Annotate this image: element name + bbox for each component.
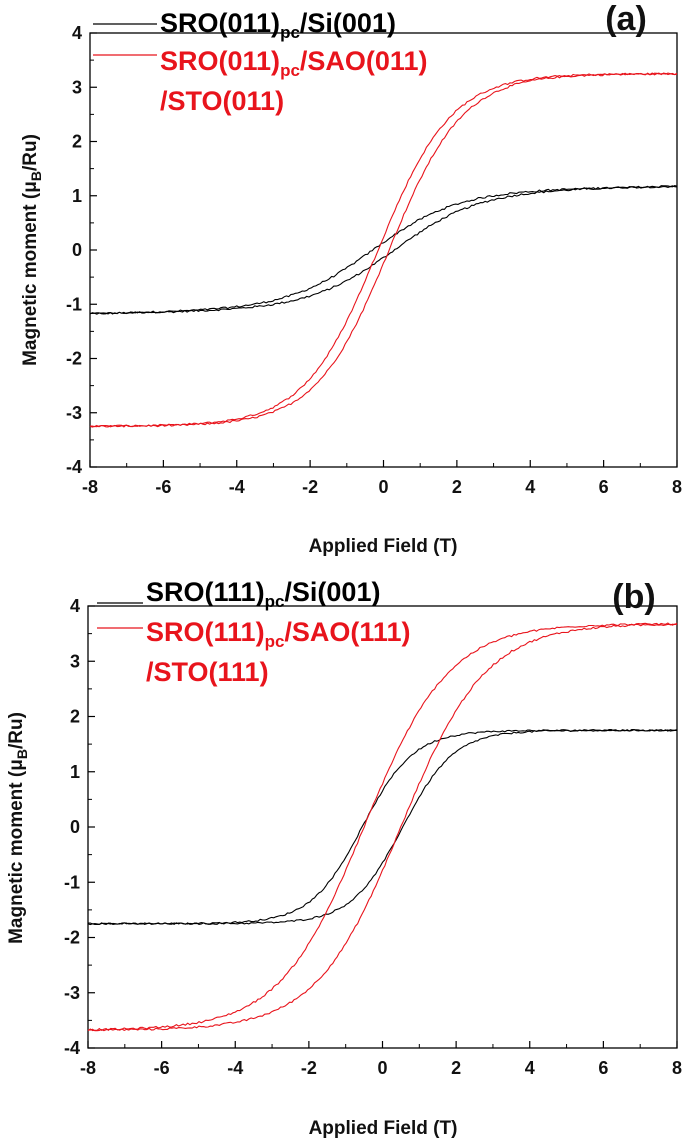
panel-label-b: (b)	[612, 578, 655, 616]
panel-b: -4 -3 -2 -1 0 1 2 3 4 -8 -6 -4 -2 0 2 4 6 8 (b) Applied …	[6, 577, 682, 1139]
y-tick-label-a: -1	[66, 294, 82, 314]
x-tick-label-a: 4	[525, 477, 535, 497]
curves-b	[87, 622, 678, 1032]
x-tick-label-b: 4	[525, 1058, 535, 1078]
legend-entry-a-black: SRO(011)pc/Si(001)	[160, 8, 396, 42]
x-tick-label-a: 0	[378, 477, 388, 497]
y-tick-label-b: 1	[70, 762, 80, 782]
x-tick-label-b: 8	[672, 1058, 682, 1078]
y-tick-label-b: -4	[64, 1038, 80, 1058]
panel-a: -4 -3 -2 -1 0 1 2 3 4 -8 -6 -4 -2 0 2 4 6 8 (a) Applied …	[20, 0, 682, 557]
x-tick-label-a: -4	[229, 477, 245, 497]
legend-entry-a-red-line2: /STO(011)	[160, 86, 284, 116]
x-tick-label-b: 6	[598, 1058, 608, 1078]
y-tick-label-b: 3	[70, 651, 80, 671]
x-tick-label-b: 2	[451, 1058, 461, 1078]
x-axis-label-a: Applied Field (T)	[309, 536, 458, 557]
y-tick-label-a: -3	[66, 403, 82, 423]
x-tick-label-a: 2	[452, 477, 462, 497]
y-tick-label-a: 4	[72, 23, 82, 43]
legend-entry-b-black: SRO(111)pc/Si(001)	[146, 577, 380, 611]
y-tick-label-b: -2	[64, 928, 80, 948]
legend-a: SRO(011)pc/Si(001) SRO(011)pc/SAO(011) /…	[93, 8, 427, 116]
y-axis-label-a: Magnetic moment (μB/Ru)	[20, 134, 44, 366]
x-ticks-a: -8 -6 -4 -2 0 2 4 6 8	[82, 460, 682, 497]
y-tick-label-a: 3	[72, 77, 82, 97]
series-b-1-ascending-branch	[87, 623, 678, 1032]
series-a-1-descending-branch	[89, 72, 678, 428]
x-tick-label-b: -4	[227, 1058, 243, 1078]
legend-entry-b-red-line2: /STO(111)	[146, 657, 269, 687]
x-tick-label-b: 0	[377, 1058, 387, 1078]
series-b-0-ascending-branch	[87, 728, 678, 926]
series-a-1-ascending-branch	[89, 72, 678, 428]
legend-entry-b-red: SRO(111)pc/SAO(111)	[146, 617, 410, 651]
curves-a	[89, 72, 678, 428]
series-a-0-ascending-branch	[90, 185, 678, 315]
x-tick-label-a: 8	[672, 477, 682, 497]
y-tick-label-a: -4	[66, 457, 82, 477]
y-tick-label-a: -2	[66, 349, 82, 369]
x-tick-label-b: -6	[154, 1058, 170, 1078]
y-tick-label-b: -3	[64, 983, 80, 1003]
x-tick-label-a: -2	[302, 477, 318, 497]
y-tick-label-b: 4	[70, 596, 80, 616]
y-tick-label-a: 2	[72, 132, 82, 152]
y-tick-label-a: 0	[72, 240, 82, 260]
x-ticks-b: -8 -6 -4 -2 0 2 4 6 8	[80, 1041, 682, 1078]
x-tick-label-a: 6	[599, 477, 609, 497]
y-ticks-a: -4 -3 -2 -1 0 1 2 3 4	[66, 23, 97, 477]
y-tick-label-a: 1	[72, 186, 82, 206]
legend-entry-a-red: SRO(011)pc/SAO(011)	[160, 46, 427, 80]
x-tick-label-b: -8	[80, 1058, 96, 1078]
y-tick-label-b: -1	[64, 872, 80, 892]
y-tick-label-b: 2	[70, 707, 80, 727]
series-b-1-descending-branch	[87, 622, 678, 1032]
y-tick-label-b: 0	[70, 817, 80, 837]
y-axis-label-b: Magnetic moment (μB/Ru)	[6, 712, 30, 944]
x-tick-label-a: -8	[82, 477, 98, 497]
series-b-0-descending-branch	[87, 729, 678, 925]
x-tick-label-a: -6	[155, 477, 171, 497]
x-axis-label-b: Applied Field (T)	[309, 1118, 458, 1139]
panel-label-a: (a)	[605, 0, 647, 38]
series-a-0-descending-branch	[89, 185, 678, 315]
y-ticks-b: -4 -3 -2 -1 0 1 2 3 4	[64, 596, 95, 1058]
legend-b: SRO(111)pc/Si(001) SRO(111)pc/SAO(111) /…	[97, 577, 410, 687]
x-tick-label-b: -2	[301, 1058, 317, 1078]
